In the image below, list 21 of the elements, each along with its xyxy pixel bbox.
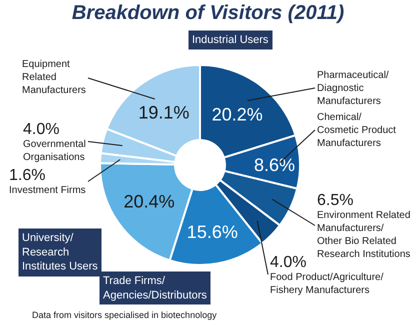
data-label: 20.4% (124, 191, 175, 212)
slice-label: Chemical/ Cosmetic Product Manufacturers (317, 112, 396, 149)
slice-label: Equipment Related Manufacturers (22, 59, 86, 96)
slice-label: Environment Related Manufacturers/ Other Bio Related Research Institutions (317, 210, 410, 260)
data-label: 1.6% (9, 167, 46, 184)
data-label: 6.5% (317, 192, 354, 209)
text: Data from visitors specialised in biotechnology (32, 310, 218, 320)
data-label: 4.0% (270, 254, 306, 271)
slice-label: Food Product/Agriculture/ Fishery Manufacturers (270, 272, 384, 296)
slice-label: Trade Firms/ Agencies/Distributors (103, 275, 208, 302)
data-label: 15.6% (186, 222, 238, 242)
slice-label: University/ Research Institutes Users (22, 232, 98, 273)
data-label: 4.0% (23, 121, 60, 138)
data-label: 19.1% (138, 102, 190, 122)
data-label: 8.6% (254, 155, 295, 175)
text: Industrial Users (192, 34, 269, 46)
data-label: 20.2% (212, 104, 263, 124)
slice-label: Governmental Organisations (23, 139, 86, 163)
chart-title: Breakdown of Visitors (2011) (72, 2, 344, 24)
slice-label: Pharmaceutical/ Diagnostic Manufacturers (317, 70, 389, 107)
slice-label: Investment Firms (9, 185, 86, 196)
